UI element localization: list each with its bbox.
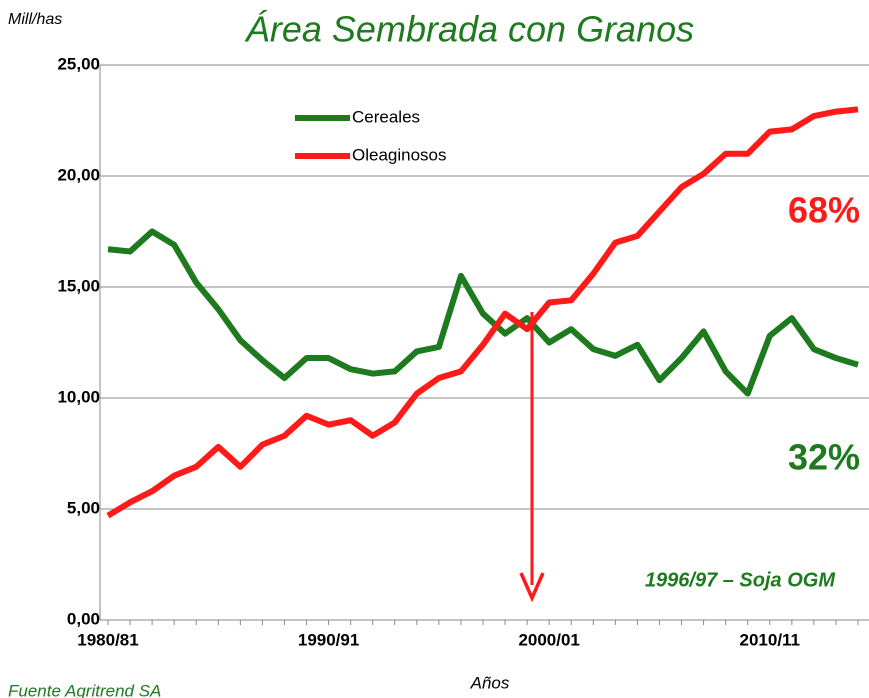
- y-tick-label: 15,00: [57, 276, 100, 295]
- series-line: [106, 106, 859, 519]
- chart-title: Área Sembrada con Granos: [244, 9, 694, 50]
- annotation: 1996/97 – Soja OGM: [645, 569, 836, 591]
- legend-label: Oleaginosos: [352, 145, 447, 164]
- x-tick-label: 2000/01: [518, 630, 579, 649]
- x-tick-label: 2010/11: [740, 630, 801, 649]
- y-tick-label: 10,00: [57, 387, 100, 406]
- source: Fuente Agritrend SA: [8, 681, 161, 698]
- x-axis-label: Años: [470, 673, 510, 692]
- y-tick-label: 20,00: [57, 165, 100, 184]
- x-tick-label: 1990/91: [298, 630, 359, 649]
- annotation: 32%: [788, 437, 860, 478]
- annotation: 68%: [788, 190, 860, 231]
- x-tick-label: 1980/81: [77, 630, 138, 649]
- y-axis-label: Mill/has: [8, 11, 62, 28]
- series-line: [107, 228, 859, 397]
- arrow-head: [519, 572, 545, 603]
- y-tick-label: 0,00: [67, 609, 100, 628]
- legend-label: Cereales: [352, 107, 420, 126]
- y-tick-label: 5,00: [67, 498, 100, 517]
- y-tick-label: 25,00: [57, 54, 100, 73]
- plot: 0,00 5,00 10,00 15,00 20,00 25,00 1980/81 1990/…: [57, 54, 869, 649]
